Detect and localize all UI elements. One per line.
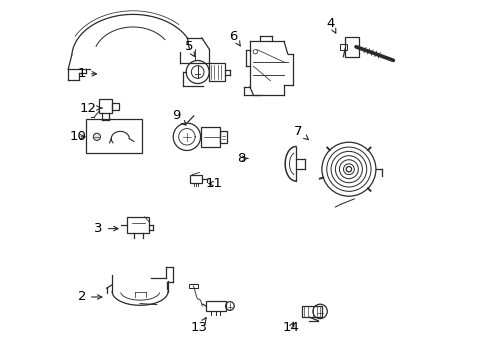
Bar	[99, 99, 111, 113]
Text: 8: 8	[236, 152, 247, 165]
Text: 9: 9	[172, 109, 185, 125]
Text: 3: 3	[94, 222, 118, 235]
Text: 4: 4	[326, 17, 335, 33]
Text: 13: 13	[191, 318, 207, 334]
Text: 2: 2	[78, 291, 102, 303]
Bar	[205, 301, 225, 311]
Text: 1: 1	[78, 67, 96, 80]
Bar	[339, 44, 346, 50]
Bar	[190, 175, 201, 183]
Circle shape	[346, 166, 351, 172]
Text: 12: 12	[79, 102, 102, 114]
Bar	[345, 37, 358, 57]
Bar	[127, 217, 149, 233]
Bar	[220, 131, 226, 143]
Bar	[111, 103, 119, 110]
Bar	[86, 119, 142, 153]
Text: 7: 7	[294, 125, 308, 140]
Circle shape	[93, 133, 101, 140]
Bar	[209, 63, 225, 81]
Bar	[302, 306, 321, 317]
Text: 5: 5	[184, 40, 194, 57]
Text: 6: 6	[229, 30, 240, 46]
Text: 11: 11	[205, 177, 222, 190]
Text: 10: 10	[70, 130, 86, 143]
Bar	[200, 127, 220, 147]
Text: 14: 14	[282, 321, 299, 334]
Bar	[188, 284, 197, 288]
